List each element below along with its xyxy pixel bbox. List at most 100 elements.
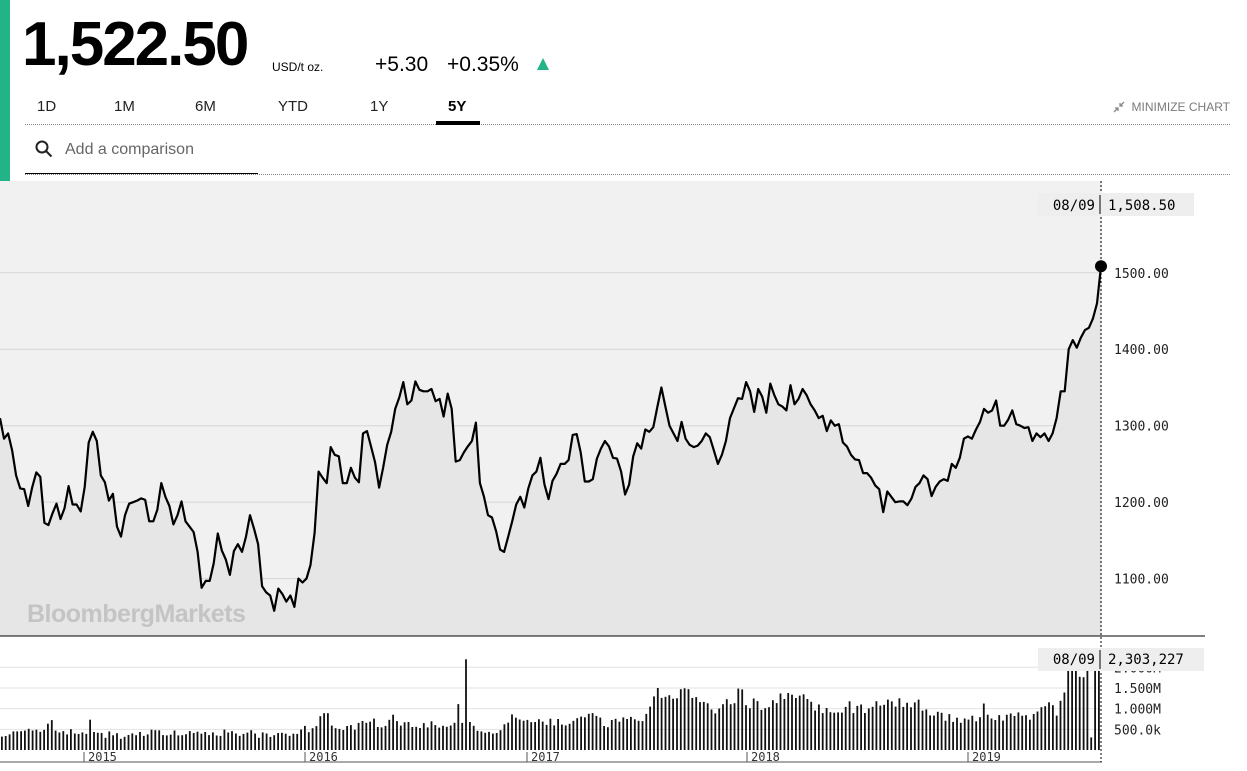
volume-bar (691, 698, 694, 750)
tab-1m[interactable]: 1M (114, 98, 135, 115)
minimize-chart-button[interactable]: MINIMIZE CHART (1112, 100, 1230, 114)
tab-5y[interactable]: 5Y (448, 98, 467, 115)
volume-bar (971, 715, 974, 750)
volume-bar (445, 726, 448, 750)
volume-bar (346, 726, 348, 750)
volume-bar (718, 708, 721, 750)
volume-bar (62, 731, 65, 750)
volume-bar (1032, 714, 1035, 750)
crosshair-price: 1,508.50 (1108, 198, 1175, 214)
volume-bar (883, 704, 885, 750)
volume-bar (24, 730, 26, 750)
y-tick-label: 1400.00 (1114, 343, 1169, 358)
volume-bar (1005, 714, 1008, 750)
volume-bar (384, 725, 387, 750)
volume-bar (798, 695, 801, 750)
volume-bar (534, 722, 536, 750)
volume-bar (768, 707, 770, 750)
volume-bar (1, 736, 3, 750)
volume-bar (795, 698, 797, 750)
volume-bar (495, 733, 498, 750)
volume-bar (296, 733, 299, 750)
volume-bar (545, 724, 548, 750)
volume-bar (1009, 713, 1012, 750)
volume-bar (1090, 737, 1093, 750)
volume-bar (323, 713, 325, 750)
volume-bar (787, 693, 790, 750)
volume-bar (572, 720, 575, 750)
volume-bar (165, 735, 168, 750)
volume-bar (39, 731, 42, 750)
volume-bar (422, 723, 425, 750)
last-price-dot (1095, 260, 1107, 273)
volume-bar (695, 697, 698, 750)
volume-bar (503, 724, 506, 750)
volume-bar (749, 708, 751, 750)
volume-bar (553, 725, 556, 750)
volume-bar (561, 724, 563, 750)
volume-bar (660, 697, 663, 750)
volume-bar (376, 727, 379, 750)
tab-1y[interactable]: 1Y (370, 98, 389, 115)
volume-bar (242, 733, 245, 750)
volume-bar (568, 723, 571, 750)
x-tick-label: 2016 (309, 750, 338, 764)
volume-tick-label: 500.0k (1114, 723, 1161, 738)
volume-bar (488, 731, 490, 750)
volume-bar (419, 728, 421, 750)
volume-bar (480, 731, 483, 750)
volume-bar (656, 688, 659, 750)
volume-bar (135, 735, 137, 750)
volume-bar (66, 734, 68, 750)
volume-bar (281, 732, 283, 750)
comparison-input[interactable] (63, 136, 257, 164)
tab-1d[interactable]: 1D (37, 98, 57, 115)
volume-bar (235, 733, 237, 750)
volume-bar (465, 659, 467, 750)
volume-bar (902, 706, 905, 750)
volume-bar (710, 709, 713, 750)
volume-bar (327, 713, 329, 750)
volume-bar (622, 717, 625, 750)
volume-bar (986, 714, 989, 750)
volume-bar (449, 725, 452, 750)
volume-bar (369, 721, 371, 750)
volume-bar (618, 721, 621, 750)
volume-bar (212, 732, 214, 750)
volume-bar (350, 725, 352, 750)
volume-bar (415, 726, 418, 750)
price-crosshair-label: 08/09 1,508.50 (1038, 193, 1194, 216)
volume-bar (887, 699, 889, 750)
volume-bar (342, 730, 345, 750)
volume-bar (764, 708, 767, 750)
volume-bar (185, 734, 187, 750)
volume-bar (365, 722, 368, 750)
volume-bar (921, 710, 924, 750)
volume-bar (994, 720, 997, 750)
price-line (0, 266, 1103, 612)
minimize-chart-label: MINIMIZE CHART (1131, 100, 1230, 114)
volume-bar (856, 705, 859, 750)
tab-6m[interactable]: 6M (195, 98, 216, 115)
volume-bar (725, 699, 728, 750)
volume-crosshair-value: 2,303,227 (1108, 652, 1184, 668)
volume-bar (311, 728, 314, 750)
volume-bar (591, 713, 594, 750)
volume-bar (181, 735, 184, 750)
volume-bar (645, 713, 648, 750)
volume-bar (959, 722, 962, 750)
volume-bar (357, 722, 360, 750)
volume-bar (791, 694, 793, 750)
volume-bar (426, 727, 429, 750)
volume-bar (956, 717, 958, 750)
volume-bar (860, 704, 862, 750)
volume-bar (841, 712, 843, 750)
volume-bar (484, 732, 487, 750)
volume-bar (706, 703, 709, 750)
volume-bar (933, 715, 935, 750)
volume-bar (373, 718, 375, 750)
tab-ytd[interactable]: YTD (278, 98, 308, 115)
volume-bar (1098, 654, 1100, 750)
volume-bar (392, 714, 394, 750)
